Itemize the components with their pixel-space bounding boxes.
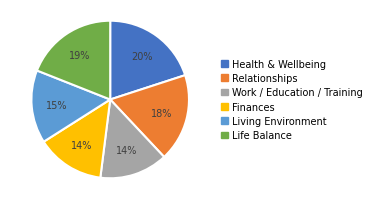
Wedge shape xyxy=(110,22,185,100)
Text: 18%: 18% xyxy=(151,108,173,118)
Wedge shape xyxy=(44,100,110,178)
Text: 19%: 19% xyxy=(70,51,91,61)
Legend: Health & Wellbeing, Relationships, Work / Education / Training, Finances, Living: Health & Wellbeing, Relationships, Work … xyxy=(222,59,363,141)
Text: 15%: 15% xyxy=(46,100,68,110)
Text: 14%: 14% xyxy=(71,140,92,150)
Wedge shape xyxy=(100,100,164,178)
Text: 14%: 14% xyxy=(116,146,138,156)
Text: 20%: 20% xyxy=(131,52,152,62)
Wedge shape xyxy=(32,71,110,142)
Wedge shape xyxy=(37,22,110,100)
Wedge shape xyxy=(110,76,189,157)
